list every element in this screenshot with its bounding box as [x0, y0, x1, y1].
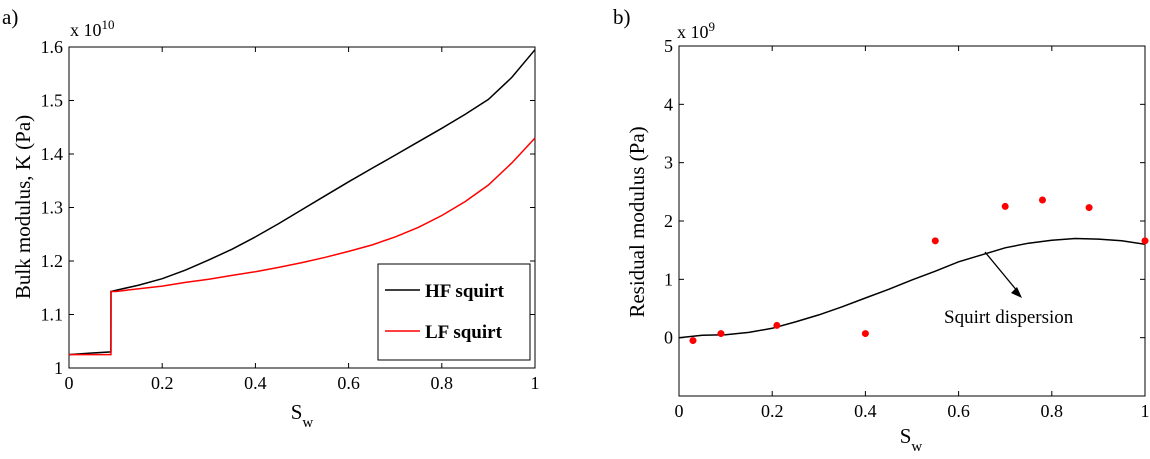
data-point — [1085, 204, 1093, 212]
legend-label-lf-squirt: LF squirt — [425, 322, 503, 343]
panel-b-x-ticks: 0 0.2 0.4 0.6 0.8 1 — [675, 46, 1150, 421]
y-tick-label: 1.3 — [41, 198, 64, 218]
x-tick-label: 0.6 — [337, 373, 360, 393]
data-point — [1141, 237, 1149, 245]
panel-b-x-axis-label: Sw — [900, 424, 923, 454]
panel-b-y-multiplier: x 109 — [677, 19, 715, 42]
data-point — [689, 337, 697, 345]
panel-a-label: a) — [2, 5, 18, 29]
panel-a-y-ticks: 1 1.1 1.2 1.3 1.4 1.5 1.6 — [41, 37, 535, 378]
panel-a-y-multiplier-exp: 10 — [102, 17, 115, 32]
x-tick-label: 0 — [675, 401, 684, 421]
y-tick-label: 5 — [664, 36, 673, 56]
data-point — [717, 330, 725, 338]
data-point — [773, 321, 781, 329]
panel-a-series — [68, 49, 536, 356]
x-tick-label: 1 — [531, 373, 540, 393]
series-line-model — [678, 237, 1146, 339]
x-tick-label: 0.2 — [151, 373, 174, 393]
data-point — [861, 330, 869, 338]
y-tick-label: 0 — [664, 328, 673, 348]
series-line-lf-squirt — [69, 137, 536, 356]
y-tick-label: 1.6 — [41, 37, 64, 57]
panel-b-y-axis-label: Residual modulus (Pa) — [625, 126, 649, 317]
y-tick-label: 1.1 — [41, 305, 64, 325]
panel-a-y-multiplier: x 1010 — [70, 17, 115, 40]
panel-a-y-axis-label: Bulk modulus, K (Pa) — [11, 115, 35, 299]
y-tick-label: 1 — [664, 269, 673, 289]
panel-b-series — [678, 196, 1149, 345]
panel-a-x-ticks: 0 0.2 0.4 0.6 0.8 1 — [65, 47, 540, 393]
y-tick-label: 1.4 — [41, 144, 64, 164]
panel-a: a) x 1010 1 1.1 1.2 1.3 1.4 1.5 1.6 0 0.2 0.4 0.6… — [2, 5, 540, 431]
legend-box — [377, 263, 531, 361]
x-tick-label: 0.8 — [431, 373, 454, 393]
y-tick-label: 4 — [664, 94, 673, 114]
x-tick-label: 0.2 — [761, 401, 784, 421]
data-point — [931, 237, 939, 245]
annotation-text: Squirt dispersion — [944, 307, 1074, 328]
annotation-arrowhead — [1011, 287, 1022, 298]
x-tick-label: 0.4 — [854, 401, 877, 421]
data-point — [1038, 196, 1046, 204]
x-tick-label: 0.8 — [1041, 401, 1064, 421]
panel-b-x-axis-label-sub: w — [911, 439, 922, 454]
y-tick-label: 3 — [664, 153, 673, 173]
y-tick-label: 2 — [664, 211, 673, 231]
panel-b-y-ticks: 0 1 2 3 4 5 — [664, 36, 1145, 348]
panel-a-x-axis-label-sub: w — [302, 415, 313, 431]
panel-a-x-axis-label: Sw — [291, 400, 314, 431]
x-tick-label: 0.4 — [244, 373, 267, 393]
panel-b-plot-area — [678, 45, 1146, 397]
panel-a-legend: HF squirt LF squirt — [377, 263, 531, 361]
panel-b-label: b) — [613, 5, 631, 29]
data-point — [1001, 202, 1009, 210]
x-tick-label: 1 — [1141, 401, 1150, 421]
panel-b-annotation: Squirt dispersion — [944, 251, 1074, 328]
legend-label-hf-squirt: HF squirt — [425, 281, 505, 302]
annotation-arrow-line — [984, 251, 1019, 293]
y-tick-label: 1 — [54, 358, 63, 378]
y-tick-label: 1.2 — [41, 251, 64, 271]
panel-b-y-multiplier-exp: 9 — [709, 19, 716, 34]
y-tick-label: 1.5 — [41, 91, 64, 111]
x-tick-label: 0 — [65, 373, 74, 393]
panel-b: b) x 109 0 1 2 3 4 5 0 0.2 0.4 0.6 0.8 1 Residual … — [613, 5, 1150, 455]
x-tick-label: 0.6 — [947, 401, 970, 421]
